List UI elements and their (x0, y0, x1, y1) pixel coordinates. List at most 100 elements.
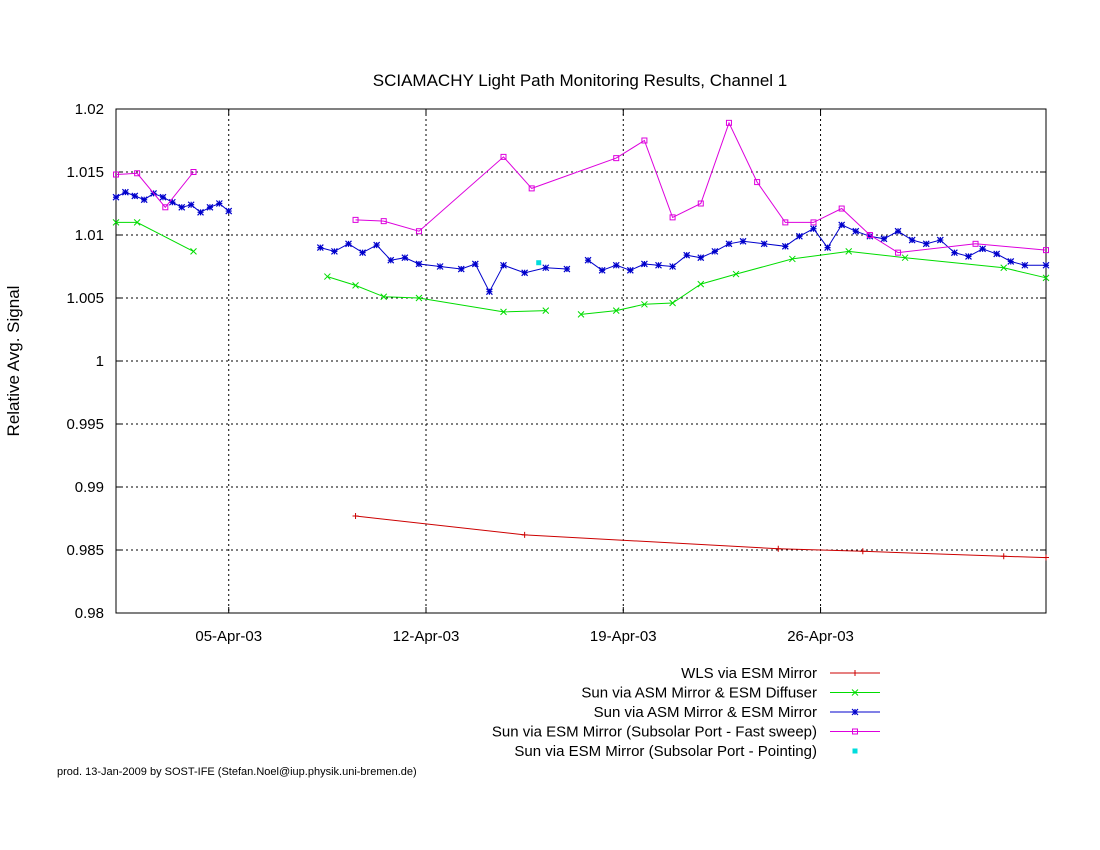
data-point (838, 221, 846, 229)
data-point (852, 227, 860, 235)
data-point (359, 249, 367, 257)
data-point (754, 179, 761, 186)
legend-swatch-marker (852, 728, 858, 735)
data-point (584, 256, 592, 264)
y-tick-label: 0.995 (66, 416, 104, 433)
y-tick-label: 0.99 (75, 479, 104, 496)
data-point (112, 193, 120, 201)
data-point (725, 240, 733, 248)
data-point (345, 240, 352, 248)
data-point (697, 254, 705, 262)
data-point (655, 261, 662, 269)
x-tick-label: 26-Apr-03 (787, 628, 854, 645)
data-point (113, 171, 119, 178)
data-point (415, 260, 423, 268)
data-point (112, 219, 120, 226)
legend: WLS via ESM Mirror Sun via ASM Mirror & E… (492, 665, 880, 760)
data-point (972, 240, 979, 247)
legend-label: Sun via ESM Mirror (Subsolar Port - Poin… (514, 743, 817, 760)
data-point (993, 250, 1001, 258)
data-point (810, 219, 817, 226)
data-point (140, 196, 148, 204)
data-point (197, 208, 204, 216)
data-point (206, 203, 214, 211)
data-point (725, 119, 732, 126)
series-3 (112, 188, 1050, 296)
legend-label: WLS via ESM Mirror (681, 665, 817, 682)
data-point (1042, 261, 1050, 269)
data-point (922, 240, 930, 248)
series-line (116, 221, 194, 252)
data-point (810, 225, 817, 233)
y-axis-label: Relative Avg. Signal (4, 286, 23, 437)
y-tick-label: 1.005 (66, 290, 104, 307)
data-point (669, 263, 677, 270)
data-point (782, 219, 789, 226)
series-line (355, 515, 1047, 559)
legend-label: Sun via ASM Mirror & ESM Diffuser (581, 685, 817, 702)
data-point (373, 241, 381, 249)
data-point (866, 232, 874, 240)
data-point (521, 531, 528, 538)
data-point (901, 254, 909, 262)
data-point (563, 265, 571, 273)
data-point (641, 137, 648, 144)
data-point (1000, 553, 1007, 560)
series-4 (113, 119, 1049, 256)
x-tick-label: 05-Apr-03 (195, 628, 262, 645)
y-tick-label: 0.985 (66, 542, 104, 559)
data-point (697, 280, 705, 288)
data-point (133, 219, 141, 226)
data-point (352, 512, 359, 519)
data-point (1043, 554, 1049, 561)
data-point (669, 299, 676, 307)
series-group (112, 119, 1050, 561)
data-point (626, 266, 634, 274)
legend-swatch-marker (851, 689, 859, 696)
data-point (542, 264, 550, 272)
data-point (190, 169, 197, 175)
data-point (613, 155, 620, 162)
legend-swatch-marker (852, 670, 858, 676)
data-point (781, 242, 789, 250)
x-tick-label: 12-Apr-03 (393, 628, 460, 645)
series-line (327, 276, 546, 313)
data-point (739, 237, 747, 245)
y-tick-label: 0.98 (75, 605, 104, 622)
data-point (866, 232, 873, 238)
data-point (159, 193, 167, 201)
data-point (612, 307, 620, 314)
data-point (1021, 261, 1029, 269)
data-point (415, 294, 423, 302)
data-point (134, 170, 141, 177)
data-point (1042, 274, 1050, 282)
data-point (528, 185, 535, 192)
grid-lines (116, 109, 1046, 613)
data-point (536, 260, 542, 266)
data-point (500, 261, 507, 269)
series-line (580, 250, 1047, 315)
y-tick-label: 1 (96, 353, 104, 370)
data-point (542, 307, 550, 314)
data-point (880, 235, 888, 243)
data-point (894, 227, 902, 235)
data-point (824, 244, 832, 252)
data-point (471, 260, 479, 268)
data-point (330, 247, 338, 255)
data-point (895, 249, 902, 256)
data-point (380, 218, 387, 225)
data-point (401, 254, 409, 262)
data-point (845, 248, 853, 255)
data-point (324, 273, 331, 280)
data-point (838, 205, 845, 212)
data-point (936, 236, 944, 244)
data-point (352, 216, 359, 223)
data-point (387, 256, 395, 264)
legend-swatch-marker (852, 748, 858, 754)
data-point (775, 545, 782, 552)
data-point (965, 252, 972, 260)
data-point (500, 153, 507, 160)
data-point (1043, 247, 1049, 254)
data-point (225, 207, 233, 215)
data-point (485, 288, 493, 296)
